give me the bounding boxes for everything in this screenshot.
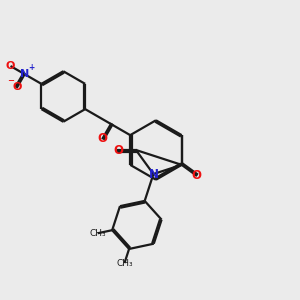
Text: N: N: [20, 69, 29, 79]
Text: O: O: [191, 169, 201, 182]
Text: O: O: [6, 61, 15, 71]
Text: CH₃: CH₃: [89, 229, 106, 238]
Text: O: O: [13, 82, 22, 92]
Text: O: O: [98, 132, 108, 145]
Text: CH₃: CH₃: [116, 259, 133, 268]
Text: O: O: [113, 143, 123, 157]
Text: N: N: [148, 167, 158, 181]
Text: +: +: [28, 63, 34, 72]
Text: −: −: [7, 76, 14, 85]
